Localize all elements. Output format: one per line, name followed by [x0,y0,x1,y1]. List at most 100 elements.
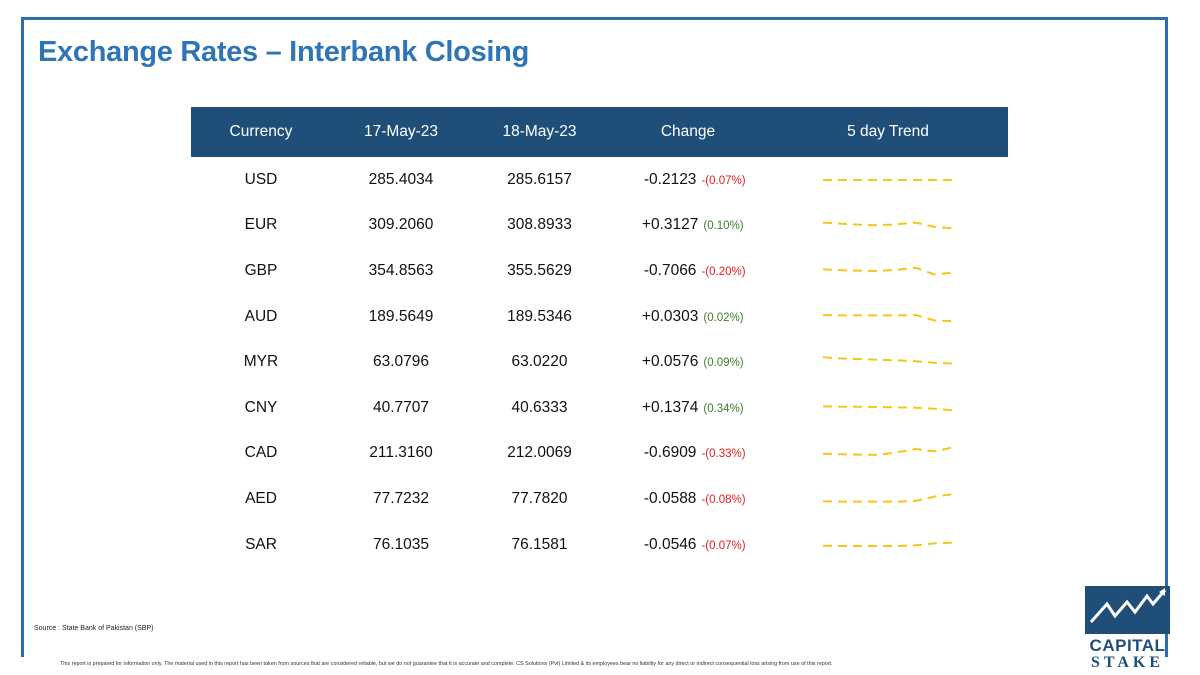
rate-date-1-cell: 211.3160 [369,444,433,462]
trend-cell [768,385,1008,431]
trend-sparkline [822,266,954,276]
rate-date-1-cell: 309.2060 [368,216,434,234]
table-header-row: Currency 17-May-23 18-May-23 Change 5 da… [191,107,1008,157]
header-trend: 5 day Trend [847,123,929,140]
rate-date-2-cell: 308.8933 [507,216,572,234]
currency-cell: USD [244,170,278,188]
table-row: CNY 40.7707 40.6333 +0.1374 (0.34%) [191,385,1008,431]
rate-date-2-cell: 40.6333 [511,398,568,416]
rate-date-1-cell: 40.7707 [372,398,430,416]
change-percent: -(0.33%) [701,448,746,461]
rate-date-2-cell: 77.7820 [511,489,568,507]
trend-sparkline [822,446,954,457]
trend-line [822,313,954,322]
change-percent: (0.34%) [703,402,744,415]
disclaimer-text: This report is prepared for information … [60,661,833,667]
rate-date-2-cell: 212.0069 [507,444,572,462]
trend-cell [768,339,1008,385]
change-value: -0.2123 [643,170,697,188]
table-row: AED 77.7232 77.7820 -0.0588 -(0.08%) [191,476,1008,522]
table-row: EUR 309.2060 308.8933 +0.3127 (0.10%) [191,203,1008,249]
currency-cell: CNY [244,398,278,416]
rate-date-1-cell: 189.5649 [368,307,434,325]
change-cell: -0.7066 -(0.20%) [608,248,768,294]
trend-cell [768,431,1008,477]
change-value: -0.0588 [643,489,697,507]
change-cell: +0.1374 (0.34%) [608,385,768,431]
change-cell: -0.0546 -(0.07%) [608,522,768,568]
rate-date-1-cell: 77.7232 [372,489,430,507]
trend-cell [768,157,1008,203]
logo-text-stake: STAKE [1090,654,1165,671]
source-note: Source : State Bank of Pakistan (SBP) [34,625,154,632]
currency-cell: MYR [243,353,279,371]
change-value: -0.7066 [643,261,697,279]
table-row: CAD 211.3160 212.0069 -0.6909 -(0.33%) [191,431,1008,477]
trend-sparkline [823,178,953,181]
change-value: +0.0576 [641,353,699,371]
trend-cell [768,203,1008,249]
change-value: -0.6909 [643,444,697,462]
trend-sparkline [822,356,954,365]
trend-line [822,405,954,412]
table-row: MYR 63.0796 63.0220 +0.0576 (0.09%) [191,339,1008,385]
rate-date-1-cell: 63.0796 [372,353,430,371]
change-percent: -(0.08%) [701,493,746,506]
rate-date-1-cell: 354.8563 [368,261,434,279]
rate-date-2-cell: 189.5346 [507,307,572,325]
logo-chart-icon [1085,586,1170,634]
rate-date-2-cell: 63.0220 [511,353,568,371]
capital-stake-logo: CAPITAL STAKE [1085,586,1170,672]
currency-cell: AED [245,489,277,507]
table-row: GBP 354.8563 355.5629 -0.7066 -(0.20%) [191,248,1008,294]
trend-cell [768,248,1008,294]
change-percent: -(0.07%) [701,539,746,552]
trend-sparkline [822,405,954,412]
table-row: SAR 76.1035 76.1581 -0.0546 -(0.07%) [191,522,1008,568]
exchange-rates-table: Currency 17-May-23 18-May-23 Change 5 da… [191,107,1008,567]
change-percent: (0.02%) [703,311,744,324]
change-value: +0.0303 [641,307,699,325]
table-row: USD 285.4034 285.6157 -0.2123 -(0.07%) [191,157,1008,203]
change-value: -0.0546 [643,535,697,553]
change-cell: +0.0576 (0.09%) [608,339,768,385]
header-currency: Currency [229,123,293,140]
change-cell: -0.6909 -(0.33%) [608,431,768,477]
header-change: Change [660,123,716,140]
header-date-1: 17-May-23 [363,123,439,140]
page-title: Exchange Rates – Interbank Closing [38,36,529,68]
header-date-2: 18-May-23 [502,123,577,140]
trend-line [822,541,954,547]
currency-cell: GBP [244,261,278,279]
trend-sparkline [822,313,954,322]
trend-sparkline [822,493,954,503]
change-cell: -0.0588 -(0.08%) [608,476,768,522]
currency-cell: CAD [244,444,278,462]
trend-line [822,266,954,276]
currency-cell: SAR [245,535,277,553]
change-percent: (0.10%) [703,220,744,233]
rate-date-1-cell: 76.1035 [372,535,430,553]
change-percent: (0.09%) [703,357,744,370]
change-value: +0.3127 [641,216,699,234]
trend-cell [768,476,1008,522]
rate-date-2-cell: 76.1581 [511,535,568,553]
change-percent: -(0.07%) [701,174,746,187]
slide-frame [21,17,1168,657]
trend-sparkline [822,541,954,547]
change-cell: -0.2123 -(0.07%) [608,157,768,203]
trend-line [822,221,954,230]
change-percent: -(0.20%) [701,265,746,278]
rate-date-1-cell: 285.4034 [368,170,434,188]
logo-text-capital: CAPITAL [1089,636,1166,655]
currency-cell: EUR [244,216,278,234]
table-row: AUD 189.5649 189.5346 +0.0303 (0.02%) [191,294,1008,340]
rate-date-2-cell: 285.6157 [507,170,572,188]
trend-line [822,446,954,457]
trend-line [822,356,954,365]
rate-date-2-cell: 355.5629 [507,261,572,279]
change-cell: +0.3127 (0.10%) [608,203,768,249]
trend-sparkline [822,221,954,230]
change-value: +0.1374 [641,398,699,416]
trend-cell [768,522,1008,568]
